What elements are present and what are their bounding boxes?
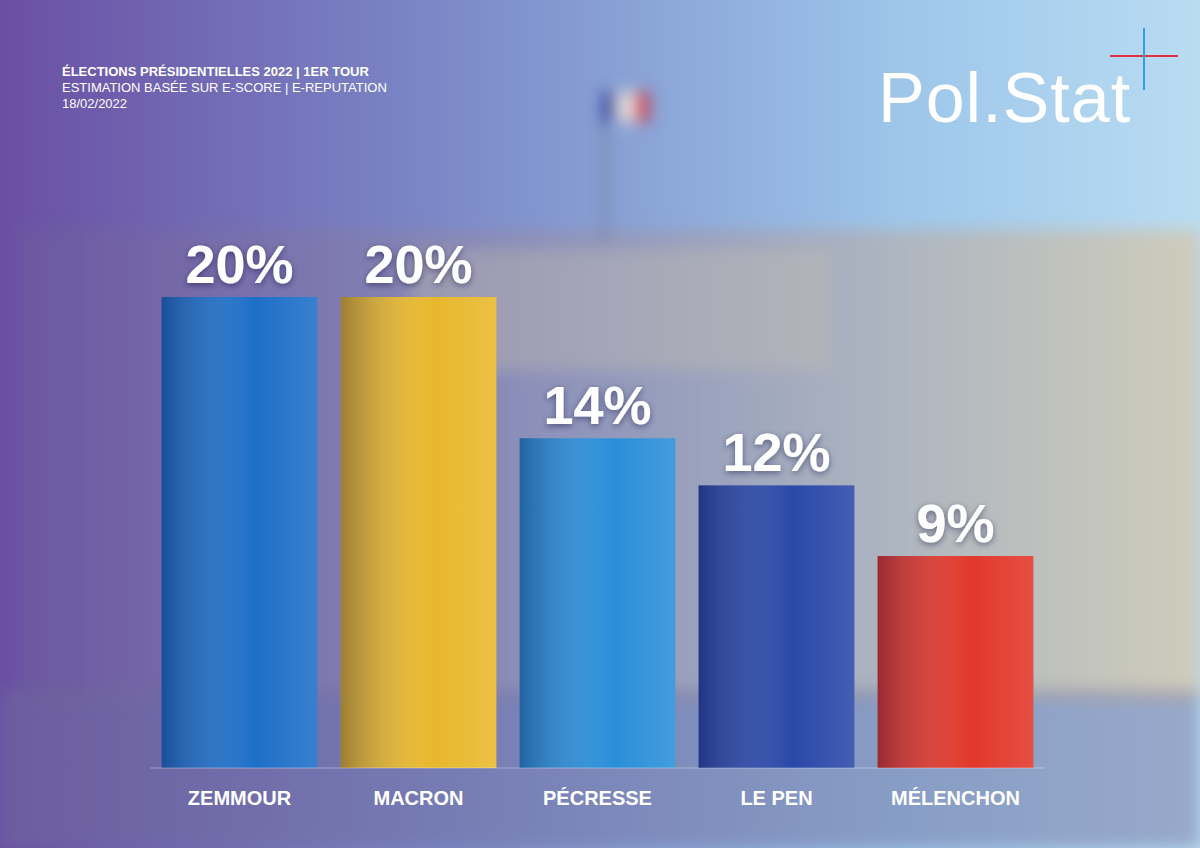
background-building (0, 92, 1200, 848)
bars (162, 297, 1034, 768)
bar (520, 438, 676, 768)
background (0, 0, 1200, 848)
bar (162, 297, 318, 768)
data-label: 12% (722, 422, 830, 482)
bar (699, 485, 855, 768)
bar-shade (162, 297, 318, 768)
chart: ÉLECTIONS PRÉSIDENTIELLES 2022 | 1ER TOU… (0, 0, 1200, 848)
data-label: 20% (364, 234, 472, 294)
data-label: 14% (543, 375, 651, 435)
bar (878, 556, 1034, 768)
category-label: LE PEN (740, 787, 812, 809)
logo: Pol.Stat (878, 59, 1131, 137)
data-label: 20% (185, 234, 293, 294)
bar-shade (699, 485, 855, 768)
bar-shade (341, 297, 497, 768)
category-label: MACRON (374, 787, 464, 809)
bar-shade (520, 438, 676, 768)
subtitle: ESTIMATION BASÉE SUR E-SCORE | E-REPUTAT… (62, 80, 387, 95)
flag-white (618, 92, 633, 122)
flag-red (633, 92, 648, 122)
labels: 20% ZEMMOUR 20% MACRON 14% PÉCRESSE 12% LE PEN 9… (185, 234, 1019, 809)
baseline (150, 768, 1045, 769)
flag-blue (603, 92, 618, 122)
category-label: ZEMMOUR (188, 787, 292, 809)
title: ÉLECTIONS PRÉSIDENTIELLES 2022 | 1ER TOU… (62, 64, 369, 79)
category-label: MÉLENCHON (891, 787, 1020, 809)
category-label: PÉCRESSE (543, 787, 652, 809)
bar-shade (878, 556, 1034, 768)
logo-cross (1143, 28, 1145, 90)
bar (341, 297, 497, 768)
data-label: 9% (916, 493, 994, 553)
date: 18/02/2022 (62, 96, 127, 111)
